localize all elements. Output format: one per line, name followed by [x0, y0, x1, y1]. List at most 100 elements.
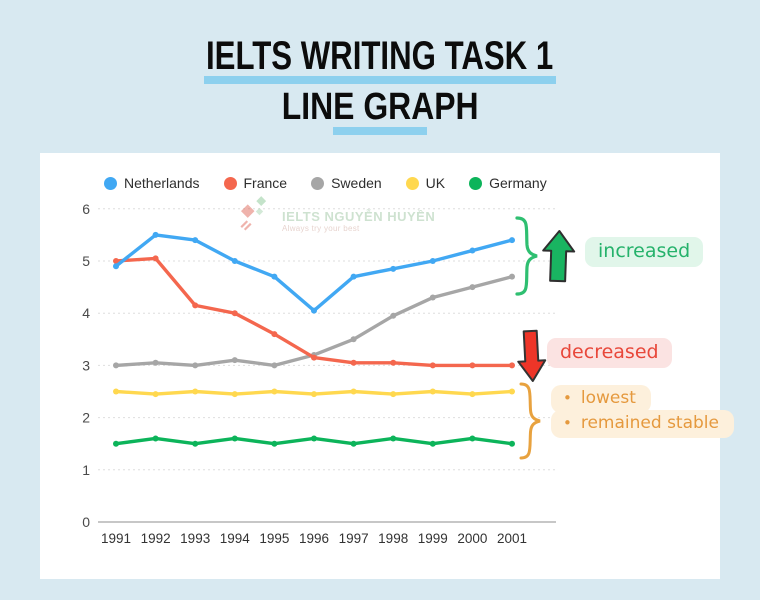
legend-label: UK: [425, 175, 446, 191]
down-arrow-icon: [517, 329, 547, 382]
legend-item-sweden: Sweden: [311, 175, 382, 191]
data-point: [350, 440, 357, 447]
data-point: [311, 307, 317, 314]
title-underline-1: [204, 76, 556, 84]
data-point: [113, 258, 119, 264]
legend-dot-icon: [405, 176, 419, 190]
data-point: [390, 265, 397, 272]
legend-item-france: France: [223, 175, 288, 191]
data-point: [509, 362, 515, 369]
legend-dot-icon: [104, 176, 117, 190]
x-tick-label: 1998: [378, 531, 408, 546]
data-point: [271, 388, 278, 395]
stable-label-row-2: • remained stable: [551, 410, 734, 438]
y-tick-label: 6: [82, 201, 90, 217]
page-title-line2: LINE GRAPH: [281, 86, 479, 128]
stable-labels: • lowest • remained stable: [551, 385, 734, 438]
data-point: [390, 359, 397, 366]
stable-label-remained-stable: remained stable: [580, 413, 719, 433]
legend-label: France: [243, 175, 288, 191]
data-point: [192, 237, 199, 244]
data-point: [469, 362, 476, 369]
data-point: [271, 440, 278, 447]
legend-dot-icon: [469, 176, 483, 190]
increased-label: increased: [585, 237, 704, 267]
data-point: [271, 331, 278, 338]
data-point: [192, 302, 199, 309]
data-point: [429, 258, 436, 264]
page-title-line1: IELTS WRITING TASK 1: [206, 34, 554, 78]
data-point: [350, 359, 357, 366]
data-point: [192, 362, 199, 369]
legend-item-netherlands: Netherlands: [104, 175, 200, 191]
series-line-netherlands: [114, 233, 514, 313]
data-point: [311, 435, 317, 442]
data-point: [152, 359, 159, 366]
data-point: [231, 357, 238, 364]
decreased-label: decreased: [547, 338, 672, 368]
x-tick-label: 1991: [101, 531, 131, 546]
data-point: [509, 440, 515, 447]
data-point: [311, 391, 317, 398]
stable-brace-icon: [519, 382, 541, 460]
y-tick-label: 4: [82, 305, 90, 321]
legend-label: Germany: [489, 175, 547, 191]
stable-label-row-1: • lowest: [551, 385, 651, 413]
y-tick-label: 1: [82, 462, 90, 478]
data-point: [469, 391, 476, 398]
legend-item-germany: Germany: [469, 175, 547, 191]
y-tick-label: 0: [82, 514, 90, 530]
y-tick-label: 3: [82, 357, 90, 373]
data-point: [509, 273, 515, 280]
x-tick-label: 1999: [418, 531, 448, 546]
title-underline-2: [333, 127, 427, 135]
legend: Netherlands France Sweden UK Germany: [104, 175, 547, 191]
legend-label: Sweden: [331, 175, 382, 191]
x-tick-label: 1994: [220, 531, 251, 546]
line-chart: 0 1 2 3 4 5 6 1991 1992 1993 1994 1995 1996 1997 1998 1…: [82, 201, 556, 546]
x-tick-label: 1996: [299, 531, 329, 546]
data-point: [192, 440, 199, 447]
bullet-icon: •: [563, 414, 572, 432]
x-tick-label: 1992: [141, 531, 171, 546]
data-point: [113, 440, 119, 447]
y-tick-label: 5: [82, 253, 90, 269]
data-point: [231, 435, 238, 442]
x-tick-label: 1993: [180, 531, 210, 546]
data-point: [192, 388, 199, 395]
legend-item-uk: UK: [405, 175, 446, 191]
legend-dot-icon: [223, 176, 237, 190]
bullet-icon: •: [563, 389, 572, 407]
legend-label: Netherlands: [124, 175, 200, 191]
data-point: [429, 294, 436, 301]
y-tick-label: 2: [82, 410, 90, 426]
data-point: [271, 273, 278, 280]
data-point: [429, 440, 436, 447]
x-tick-label: 2000: [457, 531, 487, 546]
legend-dot-icon: [311, 176, 325, 190]
data-point: [429, 362, 436, 369]
data-point: [350, 273, 357, 280]
data-point: [509, 237, 515, 244]
x-tick-label: 1997: [339, 531, 369, 546]
data-point: [231, 258, 238, 264]
data-point: [390, 391, 397, 398]
data-point: [231, 391, 238, 398]
stable-label-lowest: lowest: [580, 388, 636, 408]
data-point: [429, 388, 436, 395]
data-point: [350, 388, 357, 395]
chart-card: 0 1 2 3 4 5 6 1991 1992 1993 1994 1995 1996 1997 1998 1…: [40, 153, 734, 579]
data-point: [350, 336, 357, 343]
data-point: [469, 435, 476, 442]
data-point: [469, 284, 476, 291]
x-tick-label: 2001: [497, 531, 527, 546]
data-point: [152, 391, 159, 398]
data-point: [113, 362, 119, 369]
data-point: [469, 247, 476, 254]
data-point: [152, 255, 159, 262]
data-point: [152, 231, 159, 238]
x-tick-label: 1995: [259, 531, 289, 546]
data-point: [509, 388, 515, 395]
